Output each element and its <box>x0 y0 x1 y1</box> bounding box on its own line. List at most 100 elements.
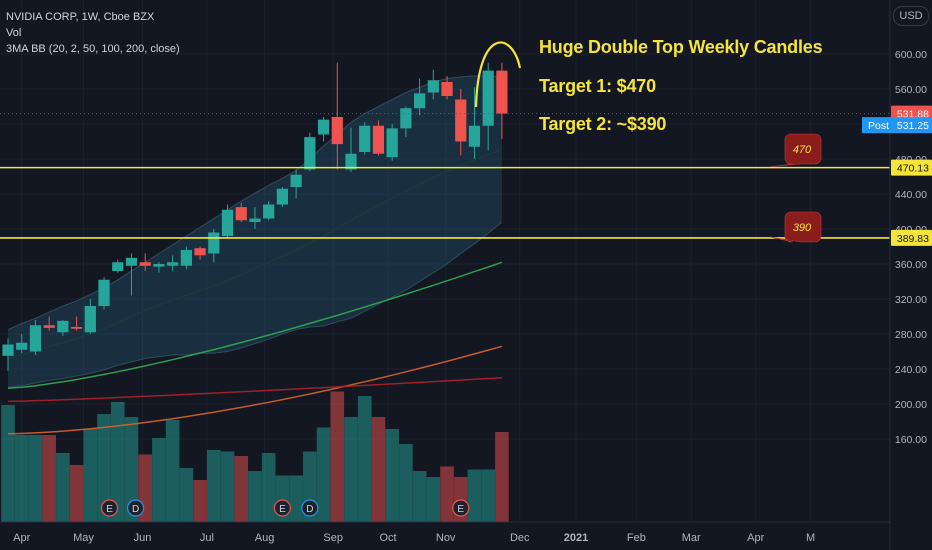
event-marker-D[interactable]: D <box>301 499 319 517</box>
candle-body <box>400 108 412 129</box>
candle-body <box>372 125 385 154</box>
time-tick-label: Jun <box>134 532 152 544</box>
candle-body <box>482 70 494 126</box>
volume-bar <box>357 396 372 522</box>
volume-bar <box>152 438 166 522</box>
volume-bar <box>412 471 427 522</box>
candle-body <box>331 117 343 145</box>
volume-bar <box>97 414 111 522</box>
volume-bar <box>399 444 413 522</box>
time-tick-label: Dec <box>510 532 530 544</box>
volume-bar <box>110 402 125 522</box>
time-axis[interactable]: Apr May Jun Jul Aug Sep Oct Nov Dec 2021 Feb Mar Apr… <box>0 521 890 544</box>
volume-bar <box>165 420 180 522</box>
callout-470: 470 <box>769 133 822 167</box>
chart-drawings[interactable]: 470 390 <box>474 41 822 243</box>
horizontal-levels[interactable] <box>0 113 890 239</box>
post-price-badge: Post 531.25 <box>862 117 932 134</box>
event-marker-E[interactable]: E <box>273 499 291 517</box>
event-marker-D[interactable]: D <box>126 499 145 517</box>
post-badge-bg <box>862 117 932 134</box>
event-label: D <box>132 504 139 515</box>
candle-body <box>263 204 275 219</box>
post-badge-value: 531.25 <box>897 120 929 132</box>
volume-bar <box>248 471 262 522</box>
candle-body <box>43 325 55 328</box>
candle-body <box>290 174 302 187</box>
event-label: E <box>106 504 113 515</box>
price-tick-label: 600.00 <box>895 49 927 61</box>
target2-annotation[interactable]: Target 2: ~$390 <box>539 114 667 134</box>
event-label: E <box>457 504 464 515</box>
callout-390: 390 <box>769 211 822 243</box>
candle-body <box>359 125 371 152</box>
double-top-arc <box>474 41 522 108</box>
event-circle <box>301 499 319 517</box>
headline-annotation[interactable]: Huge Double Top Weekly Candles <box>539 37 823 57</box>
volume-bar <box>344 417 358 522</box>
candle-body <box>235 207 247 221</box>
candle-body <box>29 325 42 352</box>
candle-body <box>57 320 69 333</box>
time-tick-label: Mar <box>682 532 701 544</box>
badge-bg <box>891 229 932 246</box>
currency-button[interactable]: USD <box>893 6 929 26</box>
time-tick-label: Jul <box>200 532 214 544</box>
ma-red-line <box>7 377 502 403</box>
event-circle <box>100 499 119 517</box>
volume-bar <box>124 417 139 522</box>
event-label: E <box>279 504 286 515</box>
callout-label: 470 <box>793 144 812 156</box>
candle-body <box>112 262 124 271</box>
candle-body <box>180 250 192 266</box>
volume-bar <box>495 432 509 522</box>
candle-body <box>345 153 357 170</box>
volume-bar <box>330 391 345 522</box>
candle-body <box>496 70 508 114</box>
event-marker-E[interactable]: E <box>452 499 470 517</box>
candle-body <box>125 257 138 266</box>
candle-body <box>16 342 28 350</box>
chart-legend: NVIDIA CORP, 1W, Cboe BZX Vol 3MA BB (20… <box>6 9 180 57</box>
candle-body <box>304 137 316 170</box>
volume-bar <box>28 435 43 522</box>
volume-bar <box>42 435 56 522</box>
candle-body <box>84 306 96 333</box>
time-tick-label: Sep <box>323 532 343 544</box>
candle-body <box>221 209 234 236</box>
volume-bar <box>385 429 399 522</box>
price-tick-label: 240.00 <box>895 364 927 376</box>
volume-bar <box>207 450 221 522</box>
post-badge-label: Post <box>868 120 889 132</box>
time-tick-label: M <box>806 532 815 544</box>
bb-lower-line <box>7 221 503 388</box>
candle-body <box>2 344 14 356</box>
time-tick-label: Aug <box>255 532 275 544</box>
event-marker-E[interactable]: E <box>100 499 119 517</box>
time-tick-label: Apr <box>747 532 764 544</box>
price-axis[interactable]: 160.00200.00240.00280.00320.00360.00400.… <box>889 0 932 550</box>
candle-body <box>468 125 481 147</box>
volume-bar <box>316 427 331 522</box>
volume-bar <box>83 429 98 522</box>
volume-bar <box>371 417 386 522</box>
badge-text: 389.83 <box>897 233 929 245</box>
price-tick-label: 360.00 <box>895 259 927 271</box>
volume-bar <box>289 475 303 522</box>
candle-body <box>455 99 467 142</box>
event-circle <box>126 499 145 517</box>
volume-bar <box>220 451 235 522</box>
candle-body <box>441 82 453 96</box>
volume-bar <box>14 435 29 522</box>
volume-bar <box>234 456 249 522</box>
target1-annotation[interactable]: Target 1: $470 <box>539 76 656 96</box>
bb-indicator-label[interactable]: 3MA BB (20, 2, 50, 100, 200, close) <box>6 43 180 55</box>
volume-indicator-label[interactable]: Vol <box>6 27 22 39</box>
event-circle <box>452 499 470 517</box>
ma-orange-line <box>7 345 503 435</box>
symbol-line[interactable]: NVIDIA CORP, 1W, Cboe BZX <box>6 11 155 23</box>
callout-shape <box>769 211 822 243</box>
